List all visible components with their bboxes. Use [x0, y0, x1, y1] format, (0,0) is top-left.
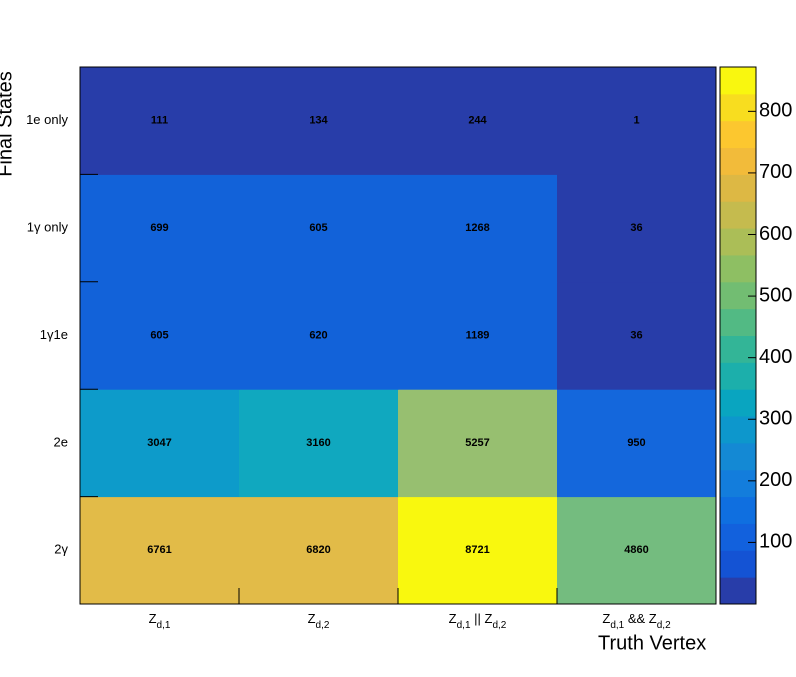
colorbar-band [720, 93, 756, 122]
colorbar-tick-label: 400 [759, 346, 792, 368]
cell-label: 605 [150, 329, 168, 341]
colorbar-tick-label: 700 [759, 161, 792, 183]
heatmap-cell [80, 67, 240, 175]
colorbar-band [720, 469, 756, 498]
x-tick-label-part: Z [449, 611, 457, 626]
heatmap-cell [80, 389, 240, 498]
cell-label: 6761 [147, 544, 171, 556]
heatmap-cell [239, 67, 399, 175]
heatmap-cell [80, 496, 240, 605]
heatmap-cell [239, 389, 399, 498]
heatmap-cell [557, 496, 717, 605]
cell-label: 1189 [466, 329, 490, 341]
x-tick-label-subscript: d,1 [457, 620, 471, 631]
heatmap-cell [80, 174, 240, 283]
heatmap-cell [239, 174, 399, 283]
cell-label: 1 [633, 115, 639, 127]
x-tick-label-part: || Z [471, 611, 493, 626]
colorbar-band [720, 496, 756, 524]
heatmap-cell [80, 281, 240, 390]
colorbar-band [720, 120, 756, 149]
colorbar-band [720, 362, 756, 390]
colorbar-band [720, 442, 756, 471]
heatmap-cell [557, 174, 717, 283]
colorbar-band [720, 416, 756, 444]
cell-label: 5257 [465, 437, 489, 449]
heatmap-cell [398, 281, 558, 390]
heatmap-cell [398, 174, 558, 283]
cell-label: 3047 [147, 437, 171, 449]
x-tick-label: Zd,2 [308, 611, 330, 630]
colorbar-tick-label: 500 [759, 284, 792, 306]
cell-label: 8721 [465, 544, 489, 556]
heatmap-cell [239, 496, 399, 605]
heatmap-cell [557, 67, 717, 175]
heatmap-cell [557, 389, 717, 498]
colorbar-frame [719, 66, 757, 605]
cell-label: 36 [630, 222, 642, 234]
colorbar-band [720, 174, 756, 202]
heatmap-cell [398, 389, 558, 498]
x-tick-label-subscript: d,1 [157, 620, 171, 631]
colorbar-band [720, 308, 756, 336]
x-tick-label-part: Z [149, 611, 157, 626]
colorbar-tick-label: 300 [759, 408, 792, 430]
colorbar-band [720, 335, 756, 363]
y-tick-label: 1γ1e [40, 327, 68, 342]
x-tick-label: Zd,1 || Zd,2 [449, 611, 507, 630]
y-tick-label: 1e only [26, 112, 68, 127]
y-tick-label: 2e [54, 434, 68, 449]
colorbar-band [720, 147, 756, 175]
cell-label: 134 [309, 115, 328, 127]
cell-label: 605 [309, 222, 327, 234]
colorbar-band [720, 550, 756, 578]
cell-label: 699 [150, 222, 168, 234]
colorbar-tick-label: 100 [759, 531, 792, 553]
x-axis-title: Truth Vertex [598, 632, 706, 654]
colorbar-band [720, 254, 756, 283]
colorbar-band [720, 577, 756, 605]
x-tick-label-part: Z [602, 611, 610, 626]
heatmap-cell [398, 496, 558, 605]
colorbar-tick-label: 200 [759, 469, 792, 491]
x-tick-label: Zd,1 && Zd,2 [602, 611, 671, 630]
cell-label: 4860 [624, 544, 648, 556]
x-tick-label-part: Z [308, 611, 316, 626]
cell-label: 3160 [306, 437, 330, 449]
colorbar-band [720, 389, 756, 417]
colorbar-band [720, 228, 756, 256]
heatmap-cell [557, 281, 717, 390]
heatmap-cell [239, 281, 399, 390]
cell-label: 111 [151, 115, 168, 127]
cell-label: 620 [309, 329, 327, 341]
colorbar-band [720, 201, 756, 229]
x-tick-label-subscript: d,2 [657, 620, 671, 631]
colorbar-band [720, 523, 756, 551]
colorbar-band [720, 281, 756, 310]
cell-label: 36 [630, 329, 642, 341]
colorbar-tick-label: 600 [759, 223, 792, 245]
x-tick-label-subscript: d,1 [610, 620, 624, 631]
cell-label: 244 [468, 115, 487, 127]
heatmap-cell [398, 67, 558, 175]
x-tick-label-subscript: d,2 [316, 620, 330, 631]
cell-label: 950 [627, 437, 645, 449]
x-tick-label: Zd,1 [149, 611, 171, 630]
x-tick-label-subscript: d,2 [492, 620, 506, 631]
x-tick-label-part: && Z [624, 611, 657, 626]
colorbar-band [720, 67, 756, 95]
cell-label: 1268 [465, 222, 489, 234]
colorbar-tick-label: 800 [759, 100, 792, 122]
y-tick-label: 2γ [54, 542, 68, 557]
y-tick-label: 1γ only [27, 220, 69, 235]
cell-label: 6820 [306, 544, 330, 556]
y-axis-title: Final States [0, 71, 16, 177]
